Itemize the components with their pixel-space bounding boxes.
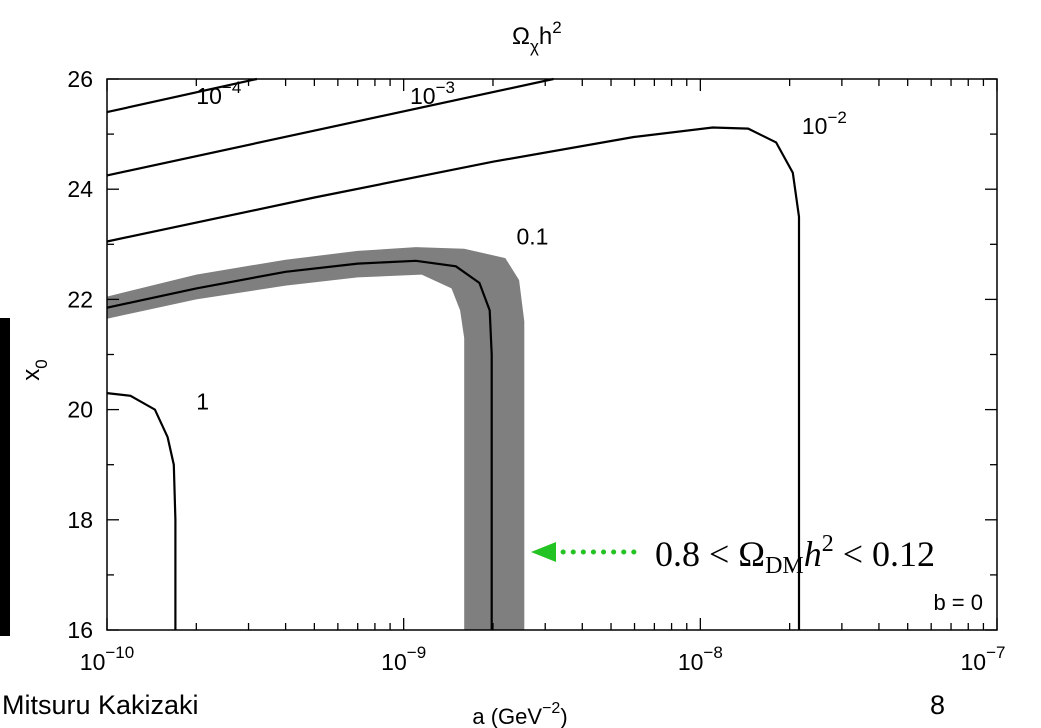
contour-label: 1	[196, 389, 209, 415]
relic-density-band	[107, 247, 525, 630]
y-tick-labels: 16 18 20 22 24 26	[67, 66, 93, 643]
contour-labels: 1 0.1 10−2 10−3 10−4	[196, 78, 847, 415]
contour-line	[106, 77, 554, 177]
axis-ticks	[106, 78, 998, 631]
x-axis-label: a (GeV−2)	[472, 700, 567, 728]
contour-line	[106, 259, 493, 630]
contour-label: 10−3	[410, 78, 455, 109]
y-tick-label: 26	[67, 66, 93, 92]
y-tick-label: 24	[67, 176, 93, 202]
contour-label: 10−2	[802, 108, 847, 139]
y-tick-label: 16	[67, 617, 93, 643]
x-tick-label: 10−9	[381, 643, 426, 675]
x-tick-label: 10−10	[80, 643, 134, 675]
y-tick-label: 18	[67, 507, 93, 533]
contour-line	[106, 392, 177, 630]
parameter-annotation: b = 0	[933, 590, 983, 615]
x-tick-label: 10−7	[961, 643, 1006, 675]
chart-title: Ωχh2	[512, 18, 562, 56]
contour-label: 10−4	[196, 78, 241, 109]
y-tick-label: 22	[67, 286, 93, 312]
x-tick-labels: 10−10 10−9 10−8 10−7	[80, 643, 1006, 675]
contour-label: 0.1	[517, 223, 549, 249]
footer-author: Mitsuru Kakizaki	[2, 690, 199, 720]
x-tick-label: 10−8	[678, 643, 723, 675]
y-tick-label: 20	[67, 397, 93, 423]
contour-lines	[106, 77, 801, 630]
footer-page-number: 8	[930, 690, 946, 720]
band-description: 0.8 < ΩDMh2 < 0.12	[655, 531, 935, 579]
y-axis-label: x0	[18, 359, 51, 380]
contour-line	[106, 126, 801, 630]
band-arrow	[531, 542, 643, 562]
contour-line	[106, 77, 258, 114]
slide-side-bar	[0, 318, 10, 636]
